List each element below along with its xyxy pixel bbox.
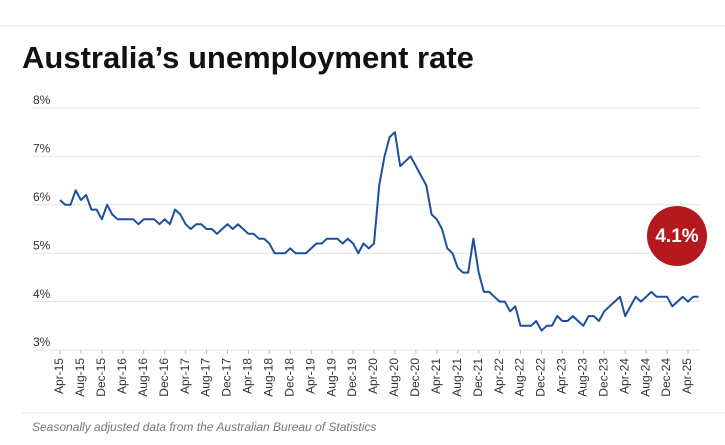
x-tick-label: Apr-17 xyxy=(178,358,192,394)
x-tick-label: Apr-16 xyxy=(115,358,129,394)
x-tick-label: Apr-22 xyxy=(492,358,506,394)
x-tick-label: Aug-23 xyxy=(576,358,590,397)
x-tick-label: Aug-15 xyxy=(73,358,87,397)
x-tick-label: Dec-19 xyxy=(345,358,359,397)
y-tick-label: 4% xyxy=(33,287,51,301)
x-tick-label: Aug-22 xyxy=(513,358,527,397)
x-tick-label: Aug-21 xyxy=(450,358,464,397)
chart-title: Australia’s unemployment rate xyxy=(22,40,474,75)
x-tick-label: Apr-23 xyxy=(555,358,569,394)
annotation-badge xyxy=(647,206,707,266)
x-tick-label: Apr-19 xyxy=(303,358,317,394)
x-tick-label: Apr-20 xyxy=(366,358,380,394)
series-line xyxy=(59,131,699,332)
x-tick-label: Aug-16 xyxy=(136,358,150,397)
x-tick-label: Aug-20 xyxy=(387,358,401,397)
x-tick-label: Apr-25 xyxy=(680,358,694,394)
annotation-text: 4.1% xyxy=(655,226,698,247)
y-tick-label: 5% xyxy=(33,238,51,252)
x-tick-label: Aug-19 xyxy=(324,358,338,397)
x-tick-label: Dec-23 xyxy=(596,358,610,397)
x-tick-label: Dec-16 xyxy=(157,358,171,397)
x-tick-label: Dec-21 xyxy=(471,358,485,397)
x-tick-label: Aug-18 xyxy=(262,358,276,397)
x-tick-label: Apr-21 xyxy=(429,358,443,394)
x-tick-label: Dec-24 xyxy=(659,358,673,397)
y-tick-label: 7% xyxy=(33,142,51,156)
x-tick-label: Dec-15 xyxy=(94,358,108,397)
footnote: Seasonally adjusted data from the Austra… xyxy=(32,420,376,434)
x-tick-label: Apr-24 xyxy=(617,358,631,394)
x-tick-label: Dec-20 xyxy=(408,358,422,397)
x-tick-label: Dec-22 xyxy=(534,358,548,397)
x-tick-label: Apr-18 xyxy=(241,358,255,394)
x-tick-label: Dec-18 xyxy=(282,358,296,397)
y-tick-label: 3% xyxy=(33,335,51,349)
x-tick-label: Aug-17 xyxy=(199,358,213,397)
y-tick-label: 8% xyxy=(33,93,51,107)
y-tick-label: 6% xyxy=(33,190,51,204)
x-tick-label: Apr-15 xyxy=(52,358,66,394)
x-tick-label: Dec-17 xyxy=(220,358,234,397)
x-tick-label: Aug-24 xyxy=(638,358,652,397)
